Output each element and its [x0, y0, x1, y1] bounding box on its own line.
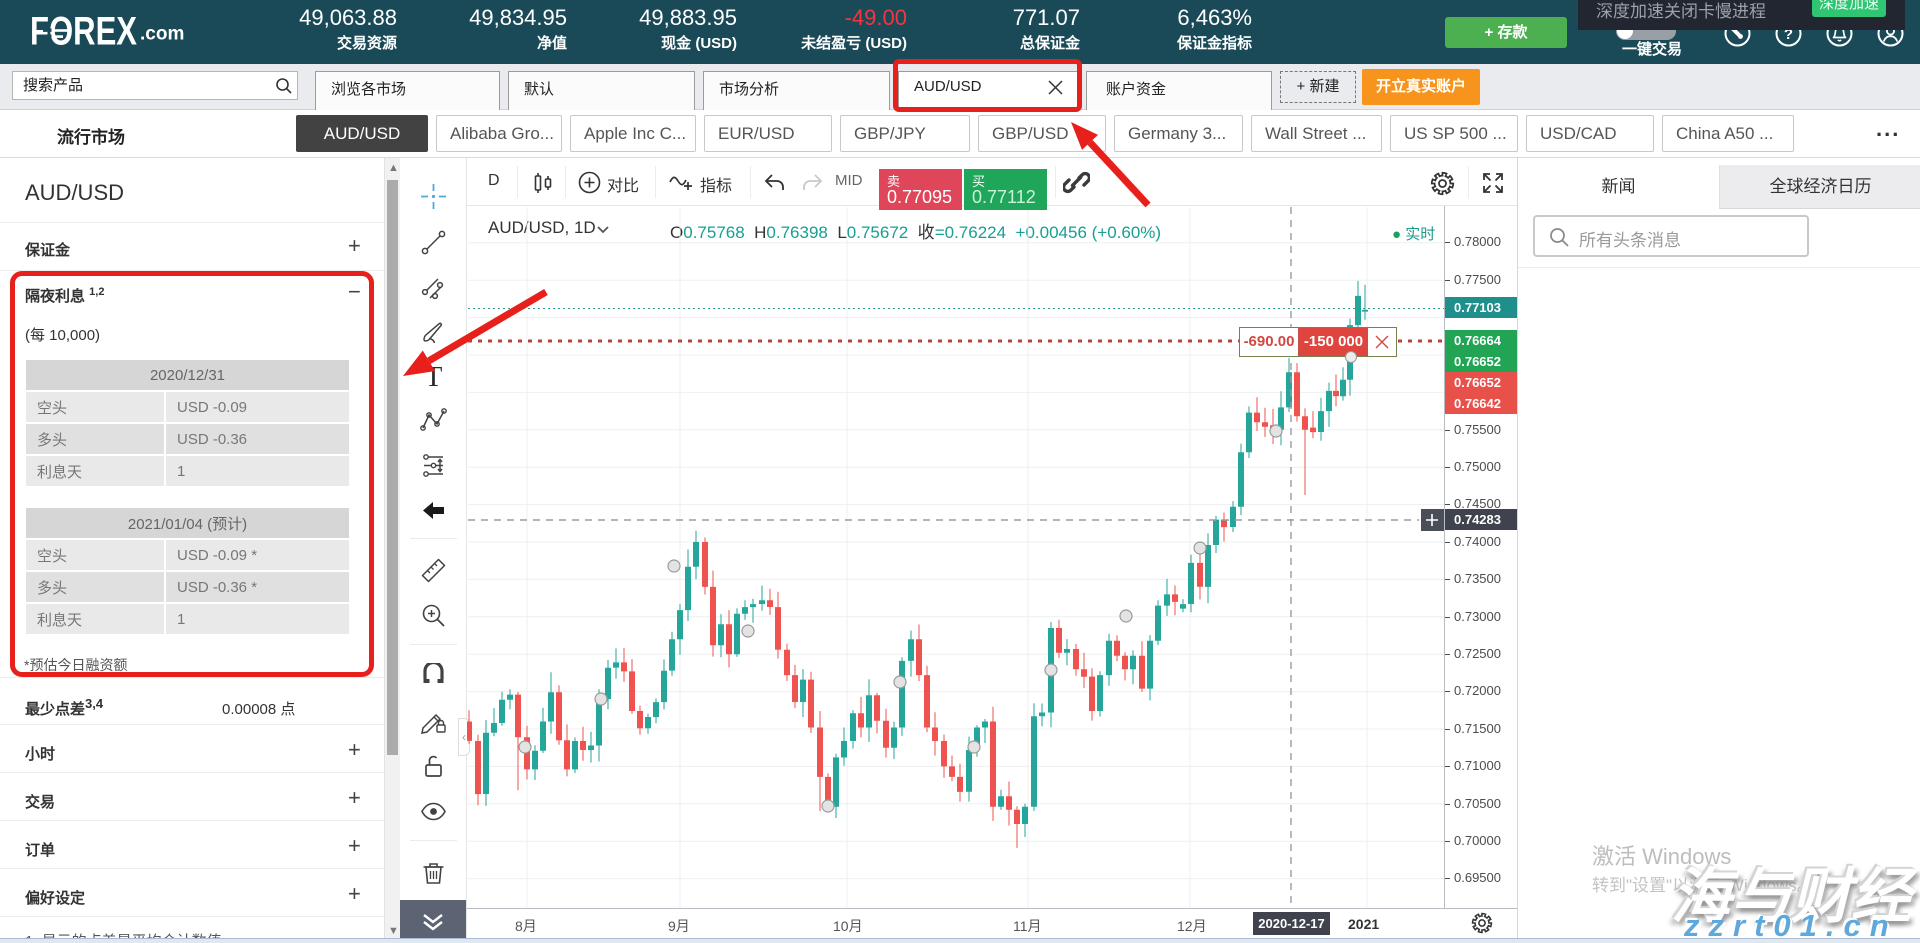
svg-text:?: ?: [1784, 26, 1793, 43]
svg-text:.com: .com: [140, 24, 184, 45]
